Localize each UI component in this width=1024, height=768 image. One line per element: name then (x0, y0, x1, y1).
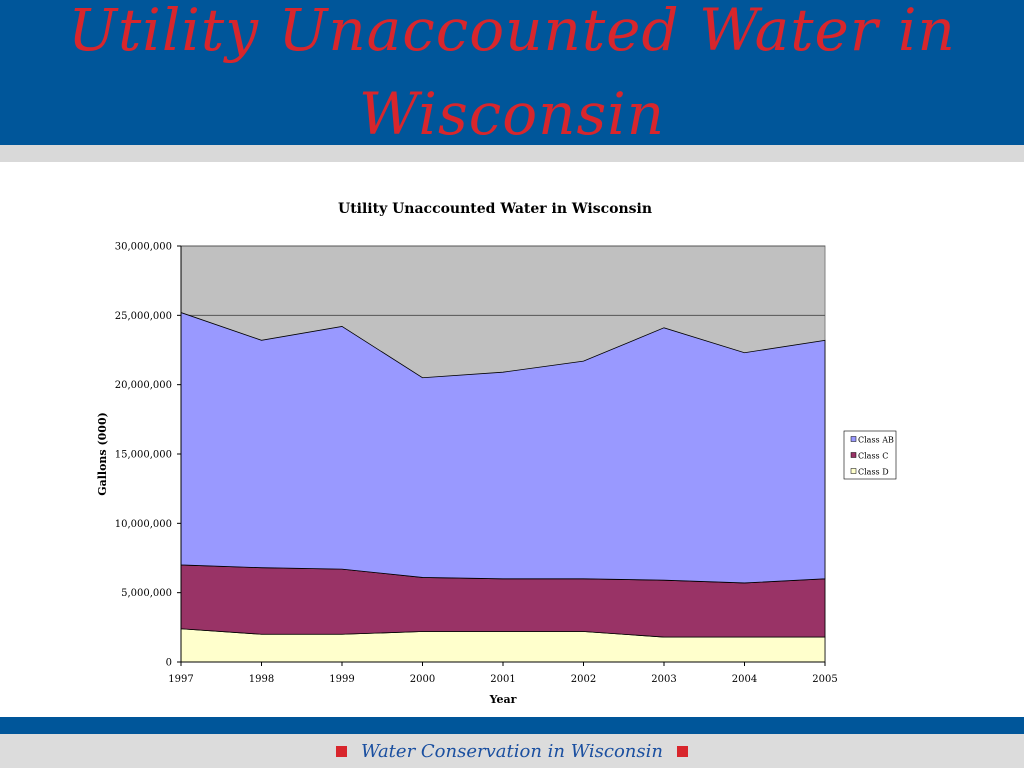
y-tick-label: 15,000,000 (115, 450, 172, 461)
axes: 0 5,000,000 10,000,000 15,000,000 20,000,000… (115, 242, 838, 686)
x-tick-label: 2005 (812, 674, 837, 685)
y-tick-label: 30,000,000 (115, 242, 172, 253)
y-tick-label: 5,000,000 (121, 588, 172, 599)
legend-label-class-ab: Class AB (858, 436, 894, 445)
area-series (180, 311, 826, 663)
y-tick-label: 0 (166, 658, 172, 669)
x-tick-label: 2001 (490, 674, 515, 685)
legend-label-class-c: Class C (858, 452, 888, 461)
footer-bullet-left (336, 745, 348, 757)
chart-title: Utility Unaccounted Water in Wisconsin (338, 201, 652, 217)
x-tick-label: 2003 (651, 674, 676, 685)
legend-label-class-d: Class D (858, 468, 889, 477)
x-tick-label: 1998 (249, 674, 274, 685)
x-axis-label: Year (489, 693, 517, 706)
area-class-ab (180, 311, 826, 584)
x-tick-label: 1999 (329, 674, 354, 685)
legend-swatch-class-c (850, 452, 857, 458)
y-axis-label: Gallons (000) (96, 412, 109, 496)
y-tick-label: 20,000,000 (115, 380, 172, 391)
legend-swatch-class-d (850, 468, 857, 474)
footer-band (0, 717, 1024, 734)
x-tick-label: 2000 (410, 674, 435, 685)
legend-swatch-class-ab (850, 436, 857, 442)
y-tick-label: 25,000,000 (115, 311, 172, 322)
footer-bullet-right (676, 745, 688, 757)
footer-text: Water Conservation in Wisconsin (361, 740, 663, 762)
slide-title: Utility Unaccounted Water in Wisconsin (68, 0, 956, 148)
header-band (0, 0, 1024, 145)
footer-bar: Water Conservation in Wisconsin (0, 734, 1024, 768)
y-tick-label: 10,000,000 (115, 519, 172, 530)
x-tick-label: 2004 (732, 674, 757, 685)
header-stripe (0, 145, 1024, 162)
x-tick-label: 1997 (168, 674, 193, 685)
x-tick-label: 2002 (571, 674, 596, 685)
area-chart: 0 5,000,000 10,000,000 15,000,000 20,000,000… (96, 201, 897, 706)
legend: Class AB Class C Class D (843, 430, 897, 480)
